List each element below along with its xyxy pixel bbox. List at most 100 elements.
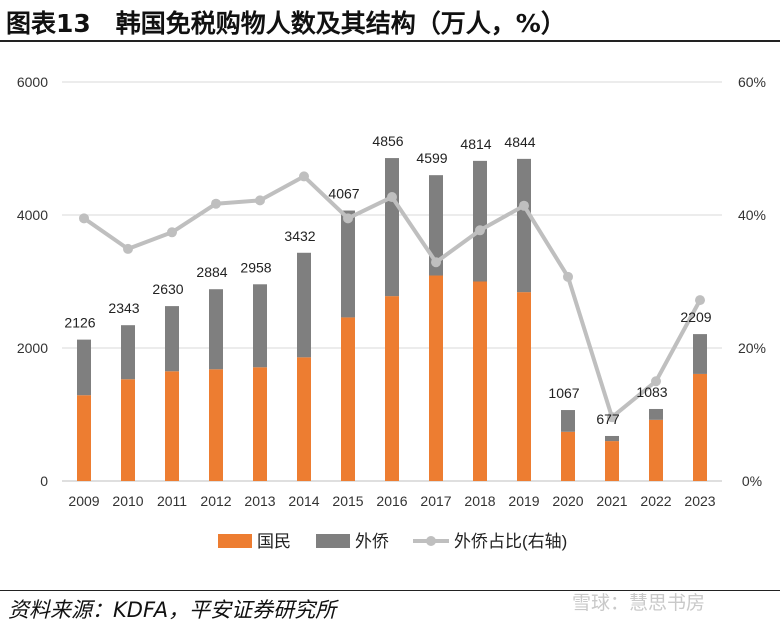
bar-domestic	[649, 419, 663, 481]
bar-foreign	[297, 252, 311, 358]
total-label: 3432	[284, 228, 315, 244]
x-tick-label: 2014	[288, 493, 319, 509]
right-tick-label: 60%	[738, 74, 766, 90]
bar-domestic	[561, 431, 575, 481]
bar-foreign	[649, 408, 663, 420]
legend-label-share: 外侨占比(右轴)	[454, 532, 567, 551]
total-label: 677	[596, 411, 620, 427]
share-point	[255, 195, 265, 206]
bar-foreign	[77, 339, 91, 396]
bars	[77, 158, 707, 481]
bar-foreign	[429, 175, 443, 276]
share-line	[79, 171, 705, 423]
right-tick-label: 40%	[738, 207, 766, 223]
bar-domestic	[693, 373, 707, 481]
total-label: 2209	[680, 309, 711, 325]
chart: 0 2000 4000 6000 0% 20% 40% 60% 2126 2343 2630 28…	[17, 74, 766, 551]
bar-domestic	[165, 371, 179, 481]
bar-domestic	[77, 395, 91, 481]
total-label: 2958	[240, 259, 271, 275]
bar-domestic	[385, 296, 399, 481]
x-tick-label: 2018	[464, 493, 495, 509]
bar-domestic	[297, 357, 311, 481]
page-title: 图表13 韩国免税购物人数及其结构（万人，%）	[6, 9, 566, 38]
footer-divider	[0, 590, 780, 591]
legend-swatch-share-marker	[426, 536, 436, 546]
share-point	[299, 171, 309, 182]
x-tick-label: 2021	[596, 493, 627, 509]
right-tick-label: 20%	[738, 340, 766, 356]
legend-label-domestic: 国民	[257, 532, 291, 551]
x-tick-label: 2010	[112, 493, 143, 509]
left-tick-label: 6000	[17, 74, 48, 90]
total-label: 4844	[504, 134, 535, 150]
bar-domestic	[473, 281, 487, 481]
left-axis-ticks: 0 2000 4000 6000	[17, 74, 48, 489]
total-label: 4856	[372, 133, 403, 149]
x-tick-label: 2022	[640, 493, 671, 509]
x-tick-label: 2009	[68, 493, 99, 509]
x-tick-label: 2019	[508, 493, 539, 509]
x-axis-ticks: 2009 2010 2011 2012 2013 2014 2015 2016 2017 2018…	[68, 493, 715, 509]
x-tick-label: 2017	[420, 493, 451, 509]
bar-foreign	[121, 325, 135, 380]
total-label: 2630	[152, 281, 183, 297]
share-point	[431, 257, 441, 268]
x-tick-label: 2016	[376, 493, 407, 509]
share-point	[475, 225, 485, 236]
right-axis-ticks: 0% 20% 40% 60%	[738, 74, 766, 489]
share-point	[387, 192, 397, 203]
bar-domestic	[605, 441, 619, 481]
share-point	[651, 376, 661, 387]
bar-domestic	[429, 275, 443, 481]
legend-swatch-domestic	[218, 534, 252, 548]
source-note: 资料来源：KDFA，平安证券研究所	[8, 598, 337, 622]
x-tick-label: 2011	[157, 493, 187, 509]
total-label: 1083	[636, 384, 667, 400]
total-label: 4067	[328, 186, 359, 202]
bar-foreign	[385, 158, 399, 297]
total-label: 2343	[108, 300, 139, 316]
bar-foreign	[165, 306, 179, 372]
total-label: 4599	[416, 150, 447, 166]
bar-domestic	[253, 367, 267, 481]
bar-domestic	[209, 369, 223, 481]
bar-foreign	[253, 284, 267, 368]
legend: 国民 外侨 外侨占比(右轴)	[218, 532, 567, 551]
share-point	[519, 200, 529, 211]
left-tick-label: 0	[40, 473, 48, 489]
share-point	[607, 412, 617, 423]
x-tick-label: 2023	[684, 493, 715, 509]
total-labels: 2126 2343 2630 2884 2958 3432 4067 4856 4599 4814…	[64, 133, 711, 427]
legend-label-foreign: 外侨	[355, 532, 389, 551]
x-tick-label: 2015	[332, 493, 363, 509]
bar-foreign	[605, 435, 619, 442]
bar-domestic	[121, 379, 135, 481]
bar-foreign	[517, 158, 531, 293]
left-tick-label: 2000	[17, 340, 48, 356]
legend-swatch-foreign	[316, 534, 350, 548]
x-tick-label: 2020	[552, 493, 583, 509]
right-tick-label: 0%	[742, 473, 762, 489]
share-point	[79, 213, 89, 224]
bar-foreign	[561, 410, 575, 432]
share-point	[123, 243, 133, 254]
share-point	[167, 227, 177, 238]
share-point	[343, 213, 353, 224]
left-tick-label: 4000	[17, 207, 48, 223]
title-divider	[0, 40, 780, 42]
total-label: 2126	[64, 315, 95, 331]
total-label: 1067	[548, 385, 579, 401]
watermark: 雪球：慧思书房	[572, 592, 706, 614]
bar-domestic	[517, 292, 531, 481]
x-tick-label: 2012	[200, 493, 231, 509]
total-label: 2884	[196, 264, 227, 280]
bar-foreign	[693, 334, 707, 374]
share-point	[211, 198, 221, 209]
bar-domestic	[341, 317, 355, 481]
bar-foreign	[341, 210, 355, 318]
share-point	[695, 295, 705, 306]
bar-foreign	[473, 160, 487, 282]
x-tick-label: 2013	[244, 493, 275, 509]
share-point	[563, 271, 573, 282]
